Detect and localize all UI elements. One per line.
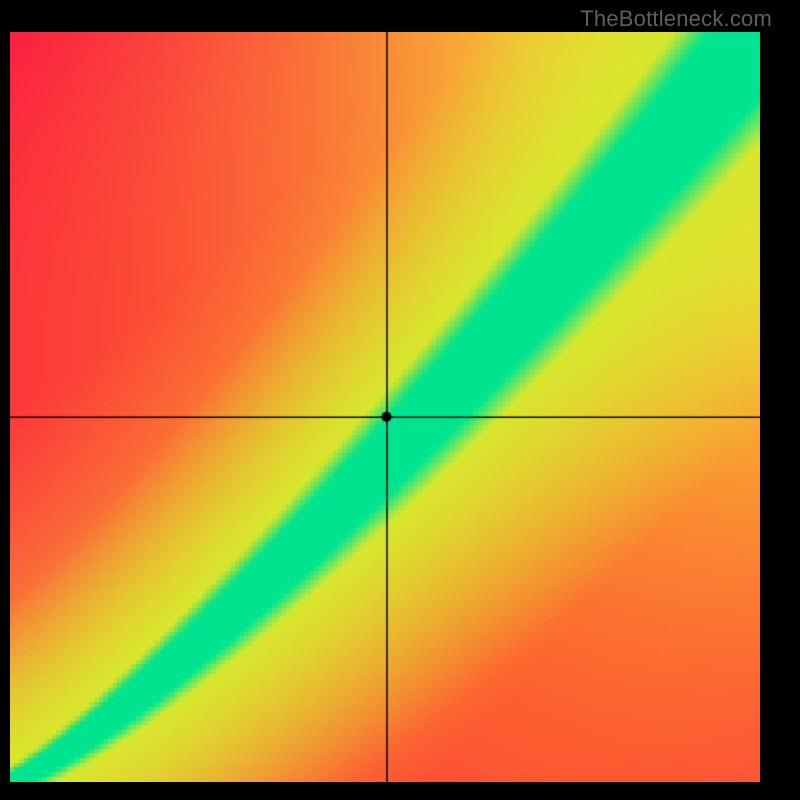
bottleneck-heatmap: [10, 32, 760, 782]
chart-frame: TheBottleneck.com: [0, 0, 800, 800]
attribution-text: TheBottleneck.com: [580, 6, 772, 32]
